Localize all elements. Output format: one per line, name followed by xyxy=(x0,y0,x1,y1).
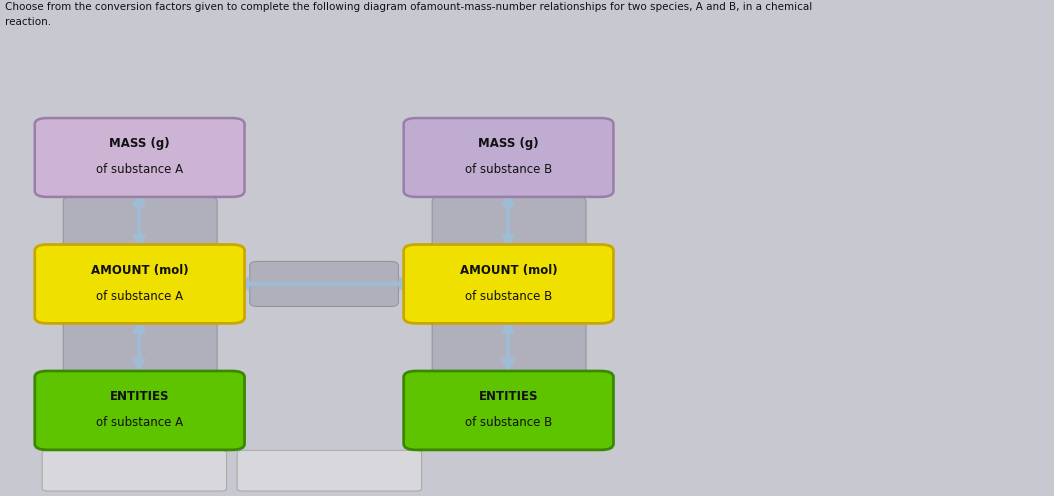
Text: of substance B: of substance B xyxy=(465,163,552,177)
Text: MASS (g): MASS (g) xyxy=(110,137,170,150)
FancyBboxPatch shape xyxy=(432,321,586,373)
Text: of substance A: of substance A xyxy=(96,163,183,177)
Text: reaction.: reaction. xyxy=(5,17,52,27)
FancyBboxPatch shape xyxy=(404,245,613,323)
Text: ENTITIES: ENTITIES xyxy=(110,390,170,403)
Text: ENTITIES: ENTITIES xyxy=(479,390,539,403)
FancyBboxPatch shape xyxy=(63,197,217,249)
FancyBboxPatch shape xyxy=(432,197,586,249)
FancyBboxPatch shape xyxy=(404,118,613,197)
FancyBboxPatch shape xyxy=(63,321,217,373)
FancyBboxPatch shape xyxy=(237,450,422,491)
Text: of substance A: of substance A xyxy=(96,290,183,303)
FancyBboxPatch shape xyxy=(35,118,245,197)
FancyBboxPatch shape xyxy=(42,450,227,491)
FancyBboxPatch shape xyxy=(250,261,398,307)
FancyBboxPatch shape xyxy=(35,245,245,323)
Text: AMOUNT (mol): AMOUNT (mol) xyxy=(460,263,558,277)
Text: of substance B: of substance B xyxy=(465,416,552,430)
FancyBboxPatch shape xyxy=(35,371,245,450)
Text: of substance B: of substance B xyxy=(465,290,552,303)
FancyBboxPatch shape xyxy=(404,371,613,450)
Text: Choose from the conversion factors given to complete the following diagram ofamo: Choose from the conversion factors given… xyxy=(5,2,813,12)
Text: AMOUNT (mol): AMOUNT (mol) xyxy=(91,263,189,277)
Text: MASS (g): MASS (g) xyxy=(479,137,539,150)
Text: of substance A: of substance A xyxy=(96,416,183,430)
